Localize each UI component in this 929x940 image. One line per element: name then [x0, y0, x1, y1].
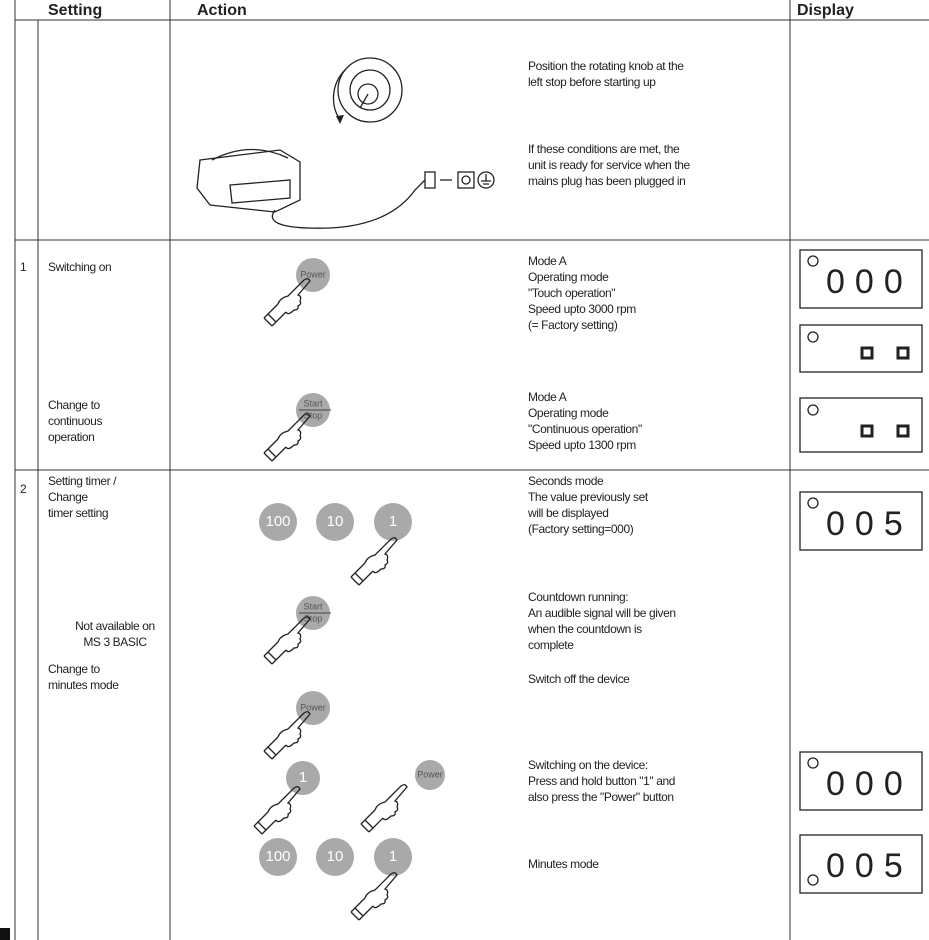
setting-label: Change to — [48, 662, 101, 676]
button-label: Stop — [304, 410, 323, 420]
instruction-text: Speed upto 1300 rpm — [528, 438, 636, 452]
button-label: 10 — [327, 848, 344, 865]
instruction-text: also press the "Power" button — [528, 790, 674, 804]
step-number: 2 — [20, 482, 27, 496]
setting-label: Setting timer / — [48, 474, 117, 488]
instruction-text: Mode A — [528, 254, 567, 268]
hand-icon — [253, 786, 301, 835]
button-label: 1 — [299, 769, 307, 786]
instruction-text: The value previously set — [528, 490, 649, 504]
hand-icon — [350, 537, 398, 586]
button-icon — [259, 838, 297, 876]
setting-label: MS 3 BASIC — [83, 635, 147, 649]
setting-label: Change — [48, 490, 88, 504]
button-icon — [415, 760, 445, 790]
display-readout: 005 — [826, 505, 913, 543]
instruction-text: will be displayed — [527, 506, 609, 520]
setting-label: continuous — [48, 414, 102, 428]
header-setting: Setting — [48, 2, 102, 19]
button-label: 1 — [389, 848, 397, 865]
knob-illustration — [332, 57, 403, 124]
button-label: Stop — [304, 613, 323, 623]
setting-label: operation — [48, 430, 94, 444]
instruction-text: Press and hold button "1" and — [528, 774, 675, 788]
header-display: Display — [797, 2, 854, 19]
instruction-text: Switch off the device — [528, 672, 630, 686]
instruction-text: mains plug has been plugged in — [528, 174, 685, 188]
hand-icon — [350, 872, 398, 921]
button-label: 100 — [265, 513, 290, 530]
instruction-text: Mode A — [528, 390, 567, 404]
display-readout: 000 — [826, 263, 913, 301]
button-icon — [296, 691, 330, 725]
display-readout: 005 — [826, 847, 913, 885]
button-label: Start — [303, 398, 323, 408]
button-label: Power — [300, 702, 326, 712]
instruction-text: An audible signal will be given — [528, 606, 676, 620]
button-icon — [316, 503, 354, 541]
hand-icon — [360, 784, 408, 833]
display-readout: 000 — [826, 765, 913, 803]
instruction-text: Switching on the device: — [528, 758, 648, 772]
displays: 000 005 000 005 — [799, 249, 923, 894]
step-number: 1 — [20, 260, 27, 274]
instruction-text: left stop before starting up — [528, 75, 656, 89]
instruction-text: Position the rotating knob at the — [528, 59, 684, 73]
instruction-text: unit is ready for service when the — [528, 158, 691, 172]
button-icon — [286, 761, 320, 795]
button-icon — [374, 838, 412, 876]
instruction-text: Seconds mode — [528, 474, 604, 488]
instruction-text: when the countdown is — [527, 622, 642, 636]
setting-label: Not available on — [75, 619, 155, 633]
instruction-text: Operating mode — [528, 406, 609, 420]
button-label: 10 — [327, 513, 344, 530]
setting-label: minutes mode — [48, 678, 119, 692]
button-label: Power — [300, 269, 326, 279]
instruction-text: Operating mode — [528, 270, 609, 284]
instruction-text: (Factory setting=000) — [528, 522, 634, 536]
setting-label: Change to — [48, 398, 101, 412]
instruction-text: "Touch operation" — [528, 286, 615, 300]
button-icon — [296, 258, 330, 292]
instruction-text: Speed upto 3000 rpm — [528, 302, 636, 316]
device-illustration — [196, 148, 495, 229]
button-label: Start — [303, 601, 323, 611]
button-icon — [259, 503, 297, 541]
button-icon — [374, 503, 412, 541]
button-label: 1 — [389, 513, 397, 530]
instruction-text: complete — [528, 638, 574, 652]
setting-label: timer setting — [48, 506, 108, 520]
instruction-text: If these conditions are met, the — [528, 142, 680, 156]
instruction-text: Minutes mode — [528, 857, 599, 871]
instruction-text: "Continuous operation" — [528, 422, 642, 436]
button-label: 100 — [265, 848, 290, 865]
instruction-text: (= Factory setting) — [528, 318, 618, 332]
button-icon — [316, 838, 354, 876]
setting-label: Switching on — [48, 260, 111, 274]
button-label: Power — [417, 769, 443, 779]
header-action: Action — [197, 2, 247, 19]
instruction-text: Countdown running: — [528, 590, 628, 604]
